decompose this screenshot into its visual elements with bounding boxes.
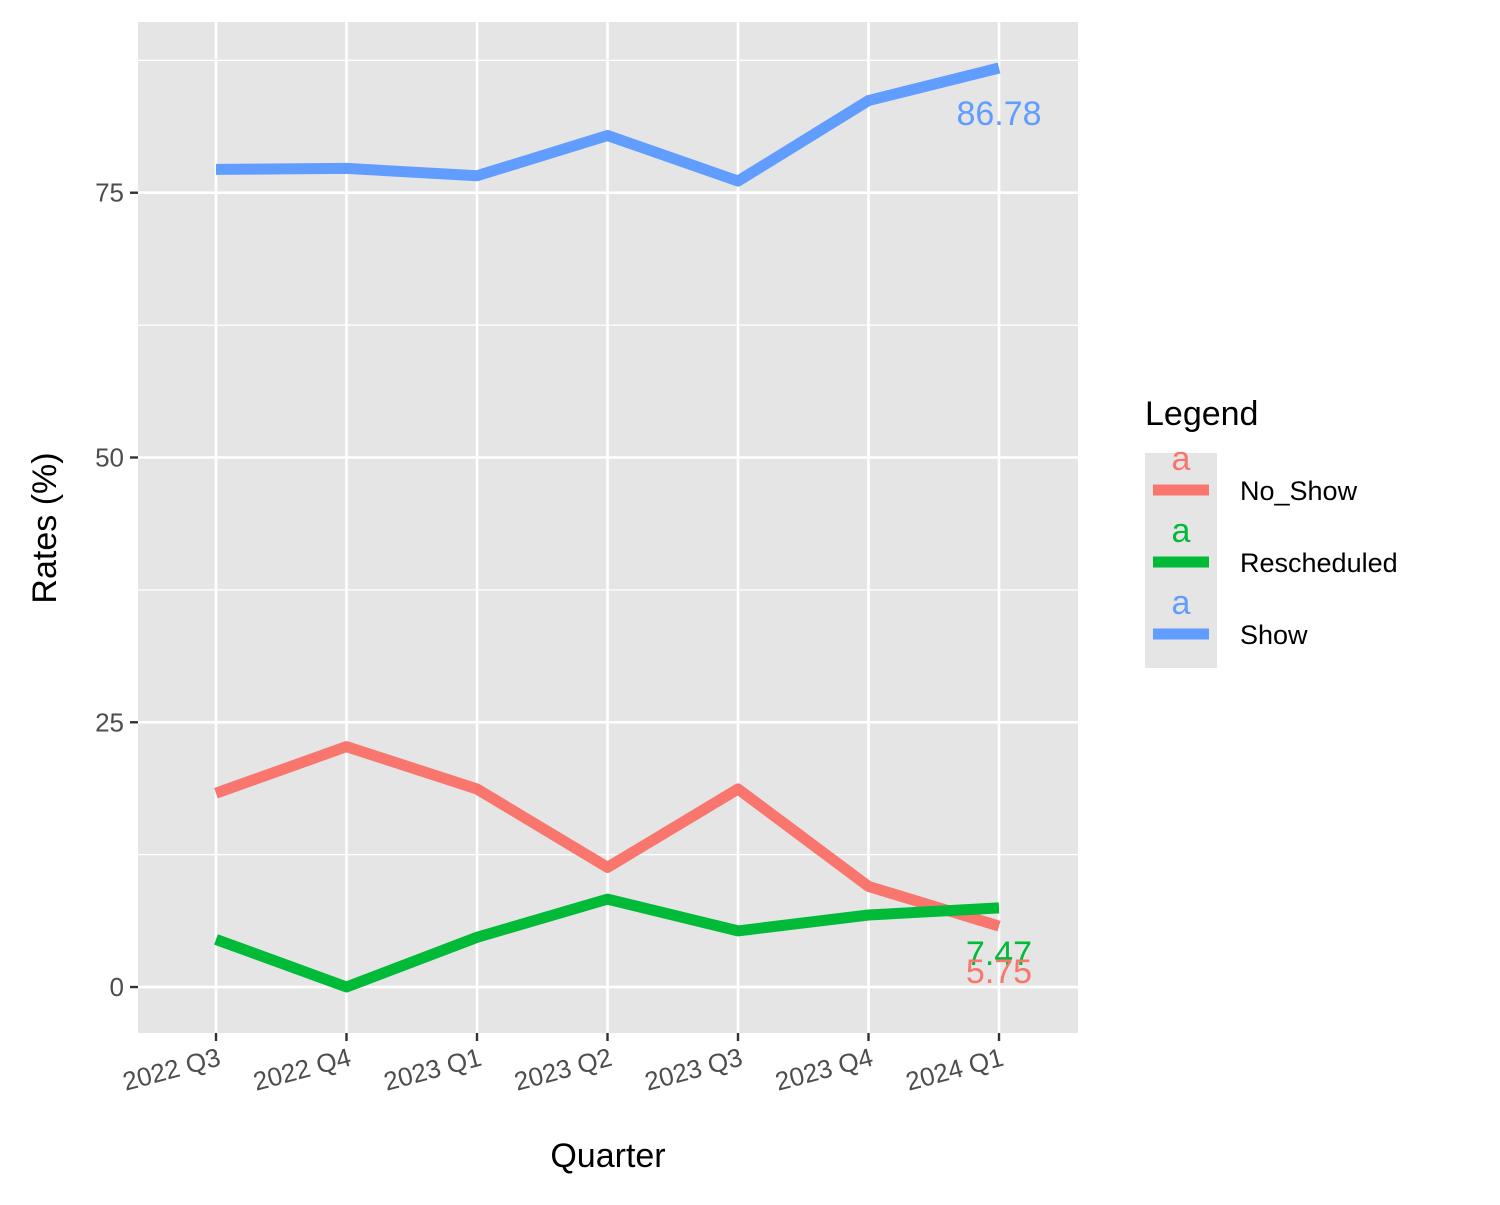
x-tick-label: 2022 Q3 (119, 1042, 223, 1097)
x-axis-title: Quarter (550, 1137, 665, 1175)
y-tick-label: 75 (95, 178, 124, 208)
x-tick-label: 2024 Q1 (902, 1042, 1006, 1097)
series-lines (214, 62, 1001, 993)
legend-key-text: a (1172, 512, 1191, 550)
end-label-rescheduled: 7.47 (966, 935, 1032, 973)
legend-key-text: a (1172, 440, 1191, 478)
end-label-no-show: 5.75 (966, 953, 1032, 991)
legend-title: Legend (1145, 395, 1258, 433)
y-axis: 0 25 50 75 (95, 178, 138, 1002)
series-line-no-show (214, 741, 1001, 932)
x-tick-label: 2023 Q4 (772, 1042, 876, 1097)
legend-label: No_Show (1240, 476, 1358, 506)
series-line-rescheduled (214, 893, 1000, 993)
x-tick-label: 2023 Q1 (380, 1042, 484, 1097)
major-gridlines (138, 22, 1078, 1033)
legend-label: Show (1240, 620, 1308, 650)
y-tick-label: 0 (110, 972, 124, 1002)
series-line-show (215, 62, 1001, 187)
end-label-show: 86.78 (956, 95, 1041, 133)
end-labels: 86.78 7.475.75 (956, 95, 1041, 991)
legend-key-text: a (1172, 584, 1191, 622)
x-tick-label: 2022 Q4 (250, 1042, 354, 1097)
x-axis: 2022 Q3 2022 Q4 2023 Q1 2023 Q2 2023 Q3 2023 … (119, 1033, 1007, 1097)
y-tick-label: 50 (95, 442, 124, 472)
y-axis-title: Rates (%) (26, 452, 64, 603)
x-tick-label: 2023 Q3 (641, 1042, 745, 1097)
x-tick-label: 2023 Q2 (511, 1042, 615, 1097)
legend-label: Rescheduled (1240, 548, 1398, 578)
y-tick-label: 25 (95, 707, 124, 737)
